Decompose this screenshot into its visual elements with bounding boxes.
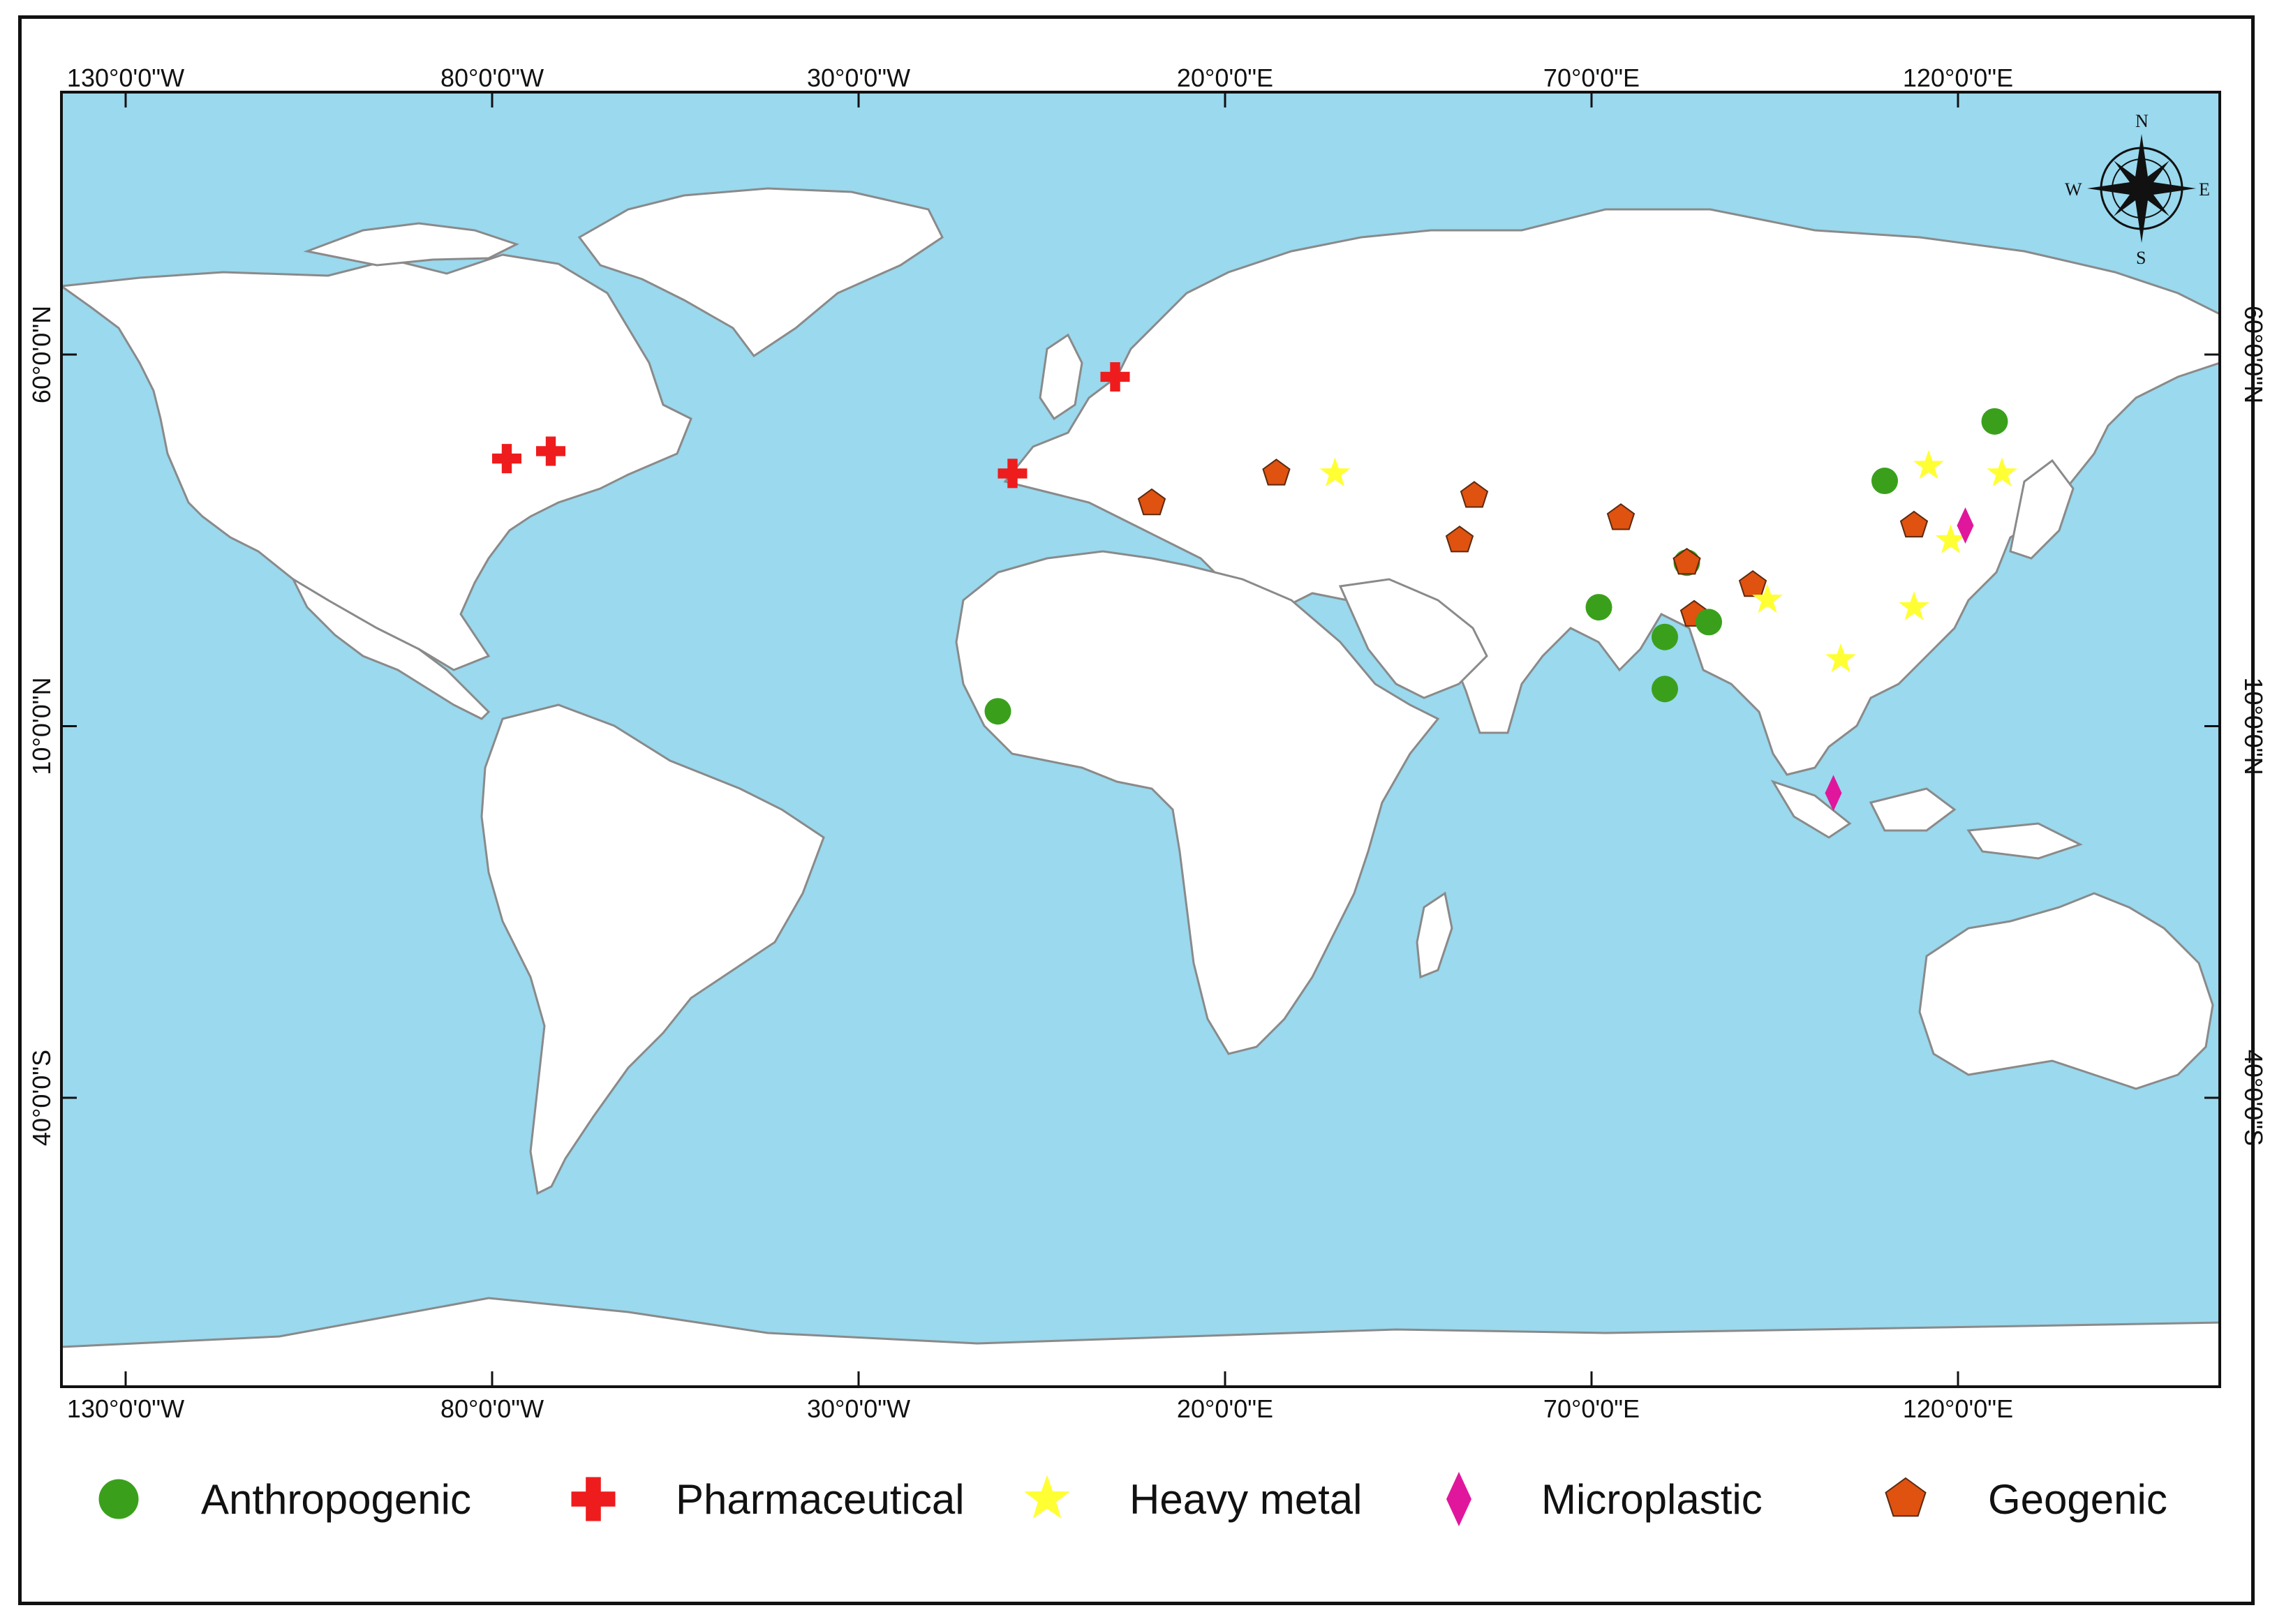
- heavy-metal-site-marker: [1899, 591, 1929, 620]
- anthropogenic-site-marker: [984, 698, 1011, 725]
- heavy-metal-site-marker: [1825, 643, 1856, 673]
- uk-islands: [1039, 333, 1083, 421]
- anthropogenic-legend-icon: [98, 1479, 139, 1519]
- geogenic-site-marker: [1672, 547, 1701, 575]
- right-tick-label: 10°0'0"N: [2239, 677, 2268, 775]
- pharmaceutical-site-marker: [1100, 362, 1130, 392]
- heavy-metal-site-marker: [1752, 583, 1783, 613]
- geogenic-site-marker: [1738, 569, 1767, 597]
- greenland-landmass: [577, 187, 944, 358]
- bottom-tick-label: 130°0'0"W: [67, 1394, 184, 1423]
- arabia-landmass: [1338, 578, 1488, 699]
- anthropogenic-site-marker: [1871, 468, 1898, 495]
- heavy-metal-site-marker: [1319, 457, 1351, 486]
- indonesia-islands: [1770, 780, 2083, 860]
- legend-label-heavy-metal: Heavy metal: [1129, 1476, 1362, 1523]
- bottom-tick-label: 20°0'0"E: [1177, 1394, 1273, 1423]
- anthropogenic-site-marker: [1696, 609, 1722, 636]
- graticule-ticks: 130°0'0"W 130°0'0"W 80°0'0"W 80°0'0"W 30°0'0…: [27, 64, 2268, 1423]
- geogenic-site-marker: [1460, 481, 1489, 508]
- top-tick-label: 20°0'0"E: [1177, 64, 1273, 92]
- japan-islands: [2009, 459, 2075, 560]
- pharmaceutical-site-marker: [997, 459, 1028, 489]
- arctic-canada-islands: [303, 222, 519, 267]
- map-border: [60, 91, 2221, 1388]
- legend-label-pharmaceutical: Pharmaceutical: [676, 1476, 965, 1523]
- geogenic-site-marker: [1262, 459, 1291, 486]
- legend-label-geogenic: Geogenic: [1988, 1476, 2167, 1523]
- bottom-tick-label: 30°0'0"W: [807, 1394, 910, 1423]
- map-legend: Anthropogenic Pharmaceutical Heavy metal Mi…: [98, 1472, 2167, 1526]
- south-america-landmass: [480, 703, 825, 1195]
- anthropogenic-site-marker: [1981, 408, 2008, 435]
- top-tick-label: 70°0'0"E: [1543, 64, 1640, 92]
- right-tick-label: 60°0'0"N: [2239, 306, 2268, 403]
- africa-landmass: [955, 550, 1440, 1055]
- heavy-metal-site-marker: [1913, 449, 1944, 479]
- left-tick-label: 60°0'0"N: [27, 306, 56, 403]
- compass-west-label: W: [2065, 179, 2082, 200]
- geogenic-site-marker: [1445, 526, 1474, 553]
- anthropogenic-site-marker: [1652, 676, 1678, 703]
- bottom-tick-label: 70°0'0"E: [1543, 1394, 1640, 1423]
- left-tick-label: 40°0'0"S: [27, 1050, 56, 1146]
- pharmaceutical-site-marker: [492, 444, 521, 474]
- north-america-landmass: [61, 253, 692, 671]
- pharmaceutical-legend-icon: [571, 1477, 616, 1521]
- right-tick-label: 40°0'0"S: [2239, 1050, 2268, 1146]
- microplastic-site-marker: [1957, 507, 1974, 544]
- top-tick-label: 30°0'0"W: [807, 64, 910, 92]
- site-markers: [492, 362, 2017, 812]
- microplastic-legend-icon: [1446, 1472, 1471, 1526]
- compass-north-label: N: [2135, 111, 2149, 131]
- bottom-tick-label: 80°0'0"W: [440, 1394, 544, 1423]
- madagascar-landmass: [1416, 891, 1453, 979]
- left-tick-label: 10°0'0"N: [27, 677, 56, 775]
- heavy-metal-legend-icon: [1024, 1475, 1070, 1519]
- top-tick-label: 80°0'0"W: [440, 64, 544, 92]
- geogenic-site-marker: [1137, 488, 1166, 516]
- compass-rose-icon: N S E W: [2065, 111, 2210, 268]
- compass-south-label: S: [2136, 248, 2146, 268]
- anthropogenic-site-marker: [1652, 623, 1678, 650]
- top-tick-label: 120°0'0"E: [1903, 64, 2013, 92]
- eurasia-landmass: [1003, 208, 2220, 776]
- bottom-tick-label: 120°0'0"E: [1903, 1394, 2013, 1423]
- antarctica-landmass: [61, 1297, 2220, 1387]
- top-tick-label: 130°0'0"W: [67, 64, 184, 92]
- microplastic-site-marker: [1825, 775, 1842, 812]
- compass-east-label: E: [2199, 179, 2210, 200]
- legend-label-microplastic: Microplastic: [1541, 1476, 1763, 1523]
- australia-landmass: [1918, 892, 2214, 1090]
- geogenic-legend-icon: [1885, 1477, 1927, 1517]
- central-america-landmass: [290, 576, 491, 720]
- pharmaceutical-site-marker: [536, 436, 565, 466]
- land-masses: [61, 187, 2220, 1387]
- geogenic-site-marker: [1899, 510, 1929, 538]
- legend-label-anthropogenic: Anthropogenic: [201, 1476, 471, 1523]
- anthropogenic-site-marker: [1585, 594, 1612, 621]
- heavy-metal-site-marker: [1935, 524, 1966, 553]
- heavy-metal-site-marker: [1987, 457, 2017, 486]
- geogenic-site-marker: [1606, 503, 1636, 530]
